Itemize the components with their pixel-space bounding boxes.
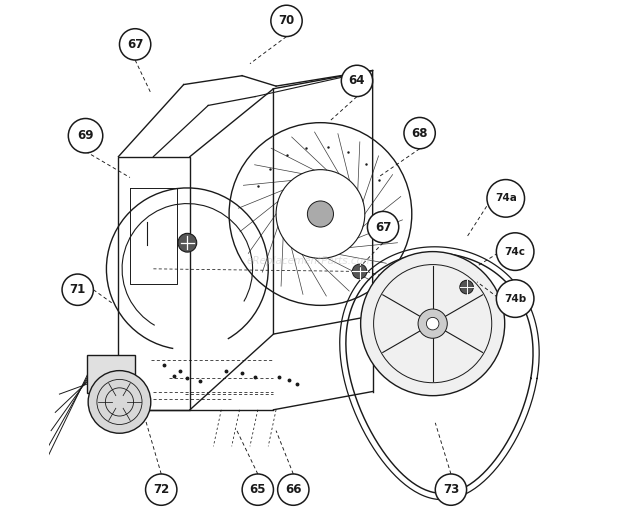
Text: 73: 73 (443, 483, 459, 496)
Circle shape (120, 29, 151, 60)
Text: 66: 66 (285, 483, 301, 496)
Text: 67: 67 (127, 38, 143, 51)
Circle shape (62, 274, 94, 305)
Circle shape (418, 309, 447, 338)
Circle shape (497, 233, 534, 270)
Circle shape (497, 280, 534, 317)
Text: 74a: 74a (495, 193, 516, 204)
Circle shape (308, 201, 334, 227)
Text: 70: 70 (278, 15, 294, 27)
Circle shape (146, 474, 177, 505)
Circle shape (278, 474, 309, 505)
Circle shape (427, 317, 439, 330)
Text: 74b: 74b (504, 293, 526, 304)
Circle shape (242, 474, 273, 505)
FancyBboxPatch shape (87, 355, 135, 393)
Text: 68: 68 (412, 127, 428, 139)
Circle shape (487, 180, 525, 217)
Text: 71: 71 (69, 283, 86, 296)
Circle shape (88, 371, 151, 433)
Circle shape (68, 118, 103, 153)
Circle shape (460, 280, 474, 294)
Circle shape (361, 252, 505, 396)
Circle shape (352, 264, 367, 279)
Text: 69: 69 (78, 129, 94, 142)
Circle shape (368, 211, 399, 243)
Text: 67: 67 (375, 221, 391, 233)
Text: 64: 64 (348, 75, 365, 87)
Text: eReplacementParts.com: eReplacementParts.com (246, 256, 374, 266)
Circle shape (271, 5, 302, 37)
Text: 65: 65 (249, 483, 266, 496)
Circle shape (178, 233, 197, 252)
Text: 74c: 74c (505, 246, 526, 257)
Circle shape (342, 65, 373, 97)
Circle shape (435, 474, 467, 505)
Text: 72: 72 (153, 483, 169, 496)
Circle shape (404, 117, 435, 149)
